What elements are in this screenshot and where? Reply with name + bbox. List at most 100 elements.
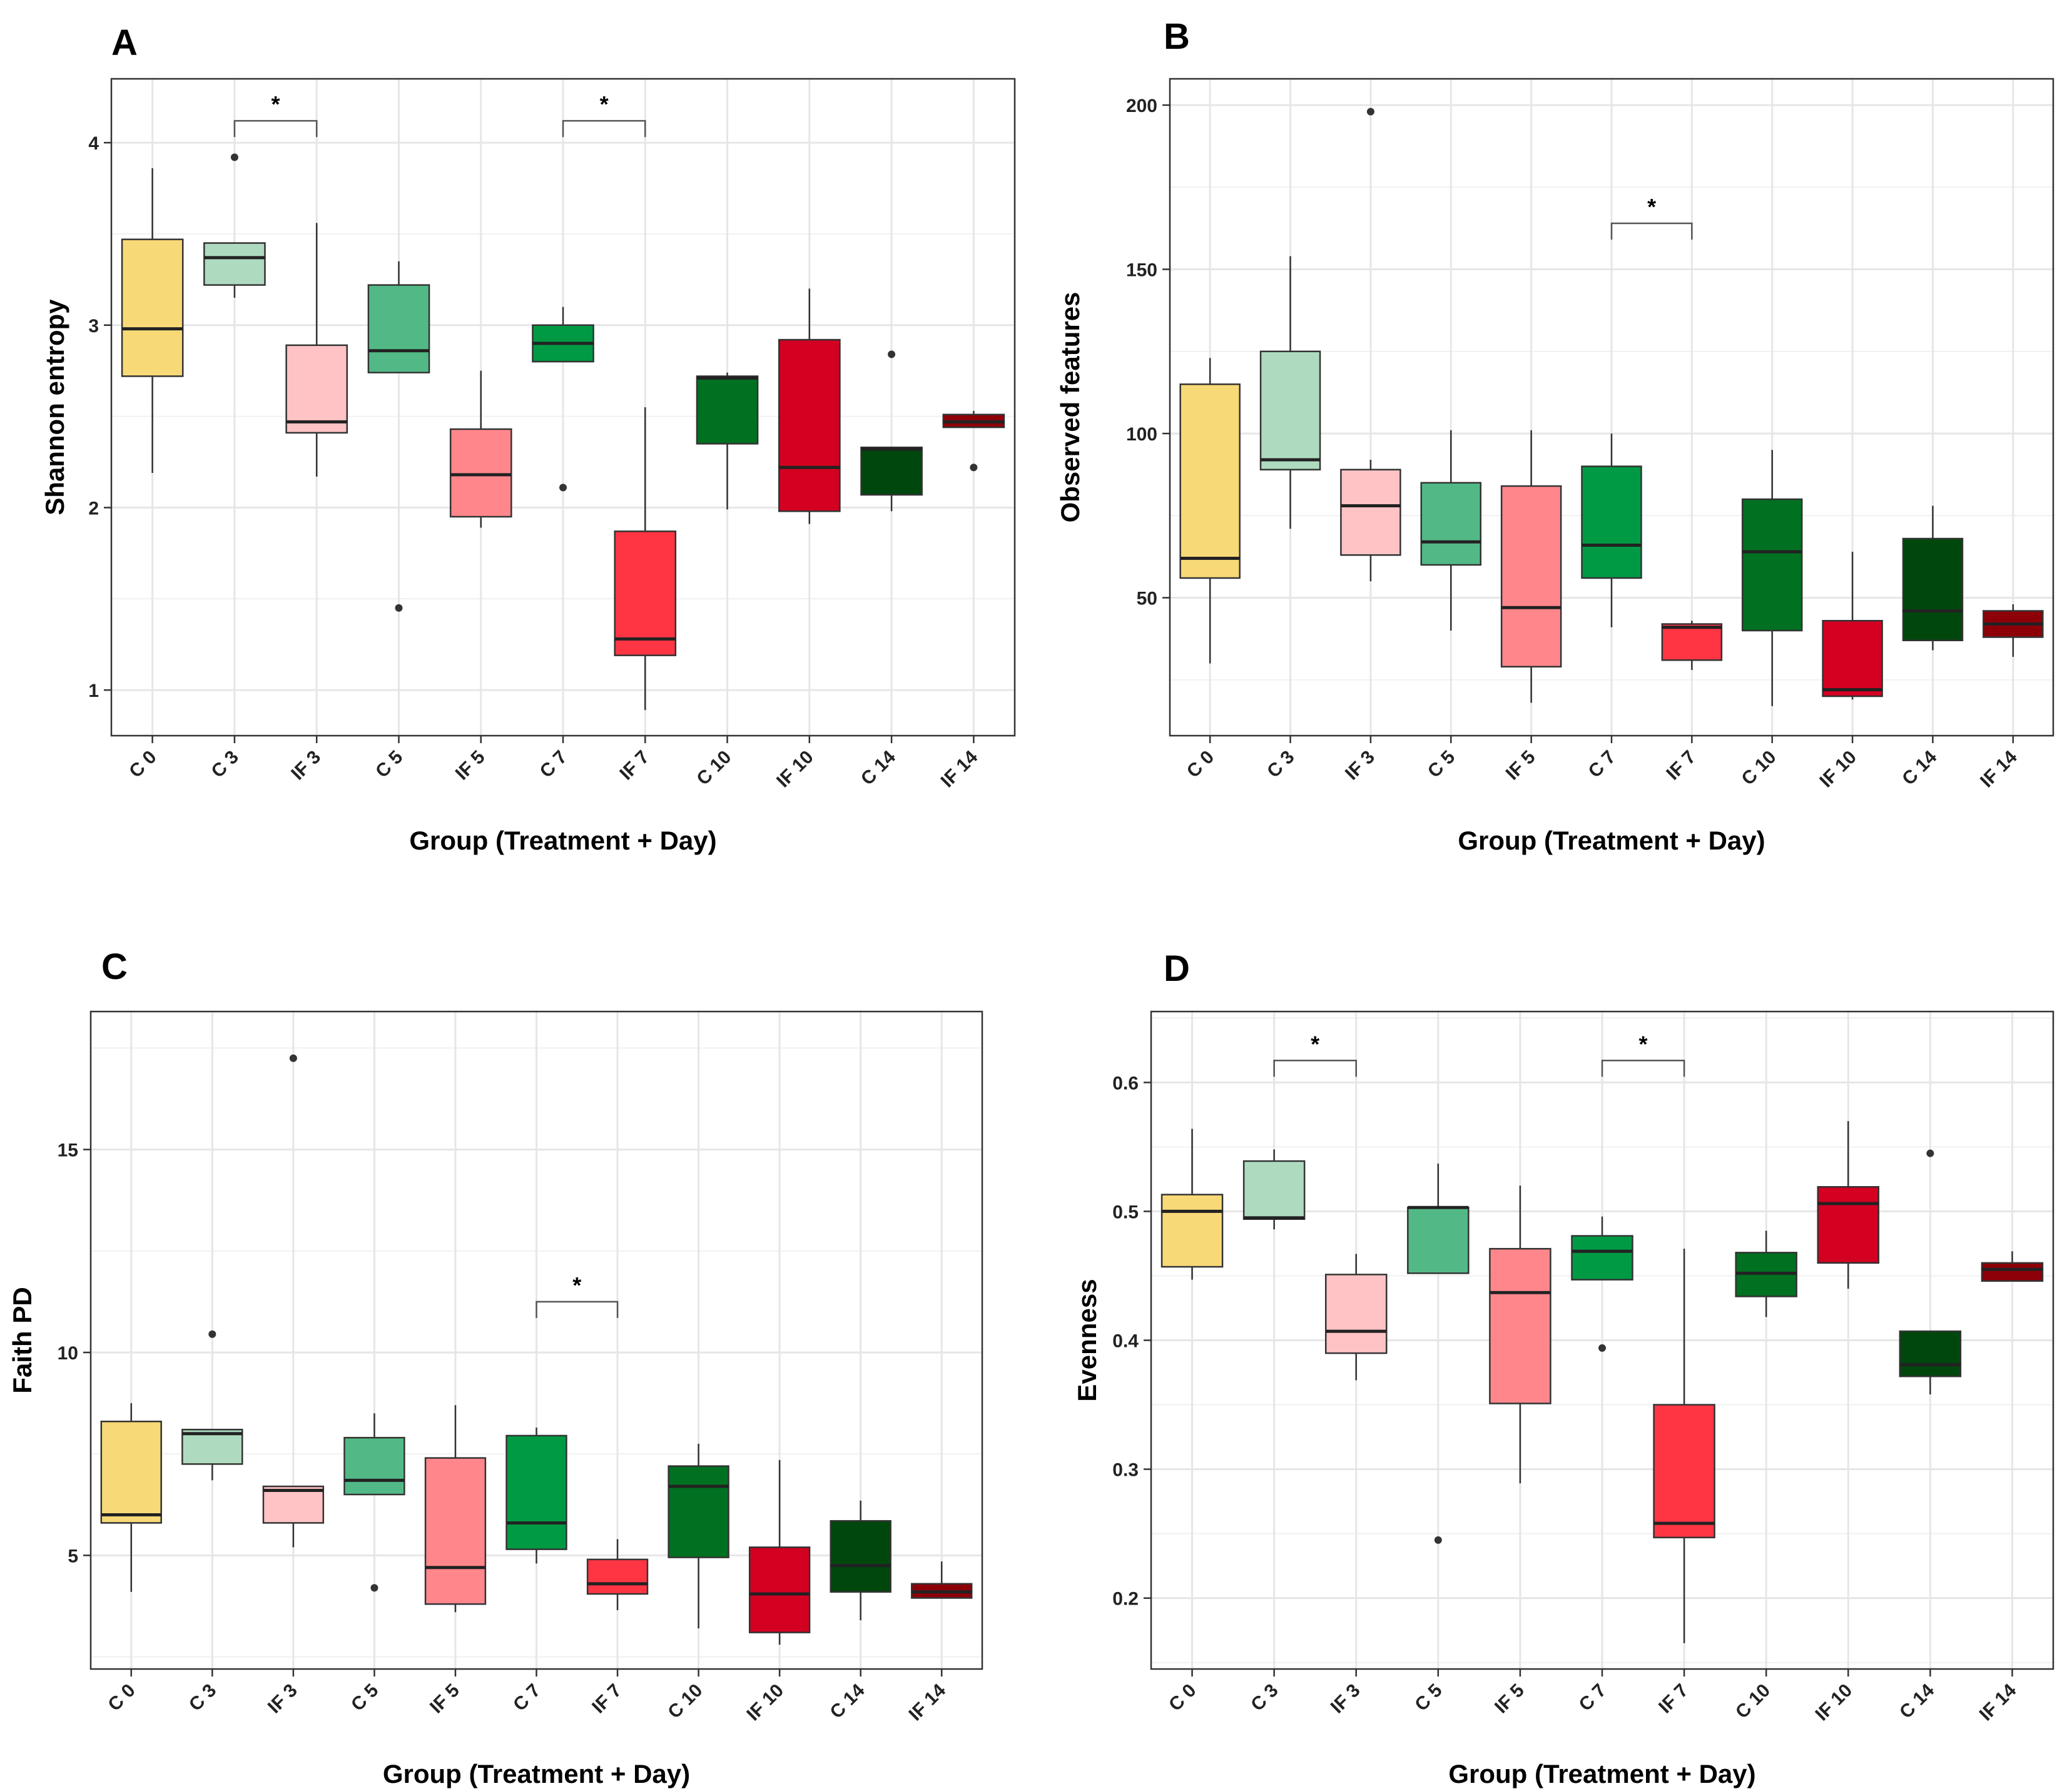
outlier-point [208,1330,216,1338]
box-iqr [1420,482,1482,566]
outlier-point [888,350,896,358]
y-tick-label: 50 [1137,589,1157,609]
x-tick-label: C 10 [1738,747,1780,789]
outlier-point [230,153,238,161]
box-iqr [181,1428,243,1465]
box-iqr [748,1546,811,1633]
box-c-5 [1407,1164,1470,1544]
y-tick-label: 200 [1126,96,1157,116]
significance-star: * [272,91,280,117]
y-tick-label: 15 [58,1140,78,1161]
x-tick-label: IF 10 [1812,1680,1857,1725]
x-tick-label: C 7 [1585,747,1620,782]
box-c-5 [367,261,430,612]
box-c-5 [1420,430,1482,631]
box-iqr [1179,383,1241,579]
box-iqr [343,1436,405,1496]
box-iqr [1822,620,1883,698]
significance-star: * [1639,1031,1648,1057]
y-tick-label: 10 [58,1343,78,1364]
x-tick-label: C 0 [1165,1680,1200,1715]
box-iqr [203,242,266,286]
box-if-3 [285,223,348,477]
box-iqr [1500,485,1562,667]
box-iqr [1653,1404,1715,1539]
box-if-14 [1981,1251,2044,1282]
box-iqr [860,446,923,496]
significance-star: * [572,1272,581,1298]
x-tick-label: IF 3 [287,747,325,784]
x-axis-title: Group (Treatment + Day) [1458,826,1765,855]
box-c-7 [1581,434,1642,627]
x-tick-label: C 7 [509,1680,544,1715]
box-iqr [586,1558,649,1595]
x-tick-label: IF 5 [426,1680,464,1718]
box-c-0 [1160,1129,1224,1280]
y-tick-label: 150 [1126,260,1157,281]
box-c-10 [668,1443,729,1629]
panel-d: 0.2 0.3 0.4 0.5 0.6 C 0 C 3 IF 3 C 5 IF 5 C 7 IF 7 C… [1072,948,2054,1788]
x-tick-label: C 3 [185,1680,220,1715]
box-iqr [1242,1160,1306,1220]
box-if-5 [1500,430,1562,703]
box-iqr [778,338,841,512]
box-c-0 [100,1403,162,1592]
box-c-3 [1259,256,1321,529]
x-tick-label: C 14 [826,1680,868,1722]
box-c-7 [1571,1216,1633,1352]
box-iqr [505,1434,567,1550]
box-c-3 [181,1330,243,1481]
box-iqr [668,1465,729,1558]
panel-a: 1 2 3 4 C 0 C 3 IF 3 C 5 IF 5 C 7 IF 7 C 10 IF 10 C 1… [40,23,1016,855]
x-tick-label: C 10 [664,1680,706,1723]
box-if-10 [1817,1121,1880,1289]
y-tick-label: 100 [1126,424,1157,445]
box-iqr [367,284,430,373]
box-c-7 [532,307,594,492]
box-iqr [100,1421,162,1524]
x-tick-label: IF 10 [1816,747,1861,792]
x-tick-label: IF 7 [1655,1680,1692,1718]
box-c-10 [696,372,759,510]
outlier-point [370,1584,378,1592]
box-if-10 [778,288,841,524]
box-iqr [1571,1235,1633,1281]
significance-bracket [1601,1060,1685,1077]
y-tick-label: 0.3 [1112,1460,1139,1481]
x-tick-label: IF 14 [937,746,982,791]
outlier-point [395,604,403,612]
box-iqr [1899,1330,1962,1377]
box-if-10 [748,1459,811,1645]
x-tick-label: C 5 [372,747,407,782]
box-c-3 [203,153,266,298]
outlier-point [289,1054,297,1062]
box-iqr [1489,1247,1551,1404]
outlier-point [970,464,978,472]
box-if-7 [1653,1249,1715,1643]
box-iqr [1741,498,1803,632]
y-tick-label: 2 [88,498,99,519]
box-if-14 [911,1561,973,1599]
box-iqr [285,344,348,434]
x-tick-label: C 10 [1732,1680,1774,1723]
box-iqr [614,530,677,656]
x-tick-label: IF 10 [773,747,818,792]
y-tick-label: 4 [88,133,99,154]
x-tick-label: C 14 [1898,746,1941,789]
y-axis-title: Faith PD [8,1287,37,1393]
x-tick-label: IF 3 [1341,747,1379,784]
box-if-5 [449,370,512,528]
box-if-3 [262,1054,325,1548]
x-tick-label: IF 7 [616,747,653,784]
box-c-5 [343,1413,405,1592]
x-tick-label: IF 5 [1491,1680,1528,1718]
box-iqr [1160,1194,1224,1268]
box-iqr [262,1485,325,1524]
x-tick-label: C 5 [1411,1680,1446,1715]
box-if-3 [1340,108,1401,582]
significance-bracket [1610,222,1693,240]
box-c-14 [1899,1149,1962,1395]
significance-star: * [600,91,609,117]
box-c-3 [1242,1149,1306,1230]
